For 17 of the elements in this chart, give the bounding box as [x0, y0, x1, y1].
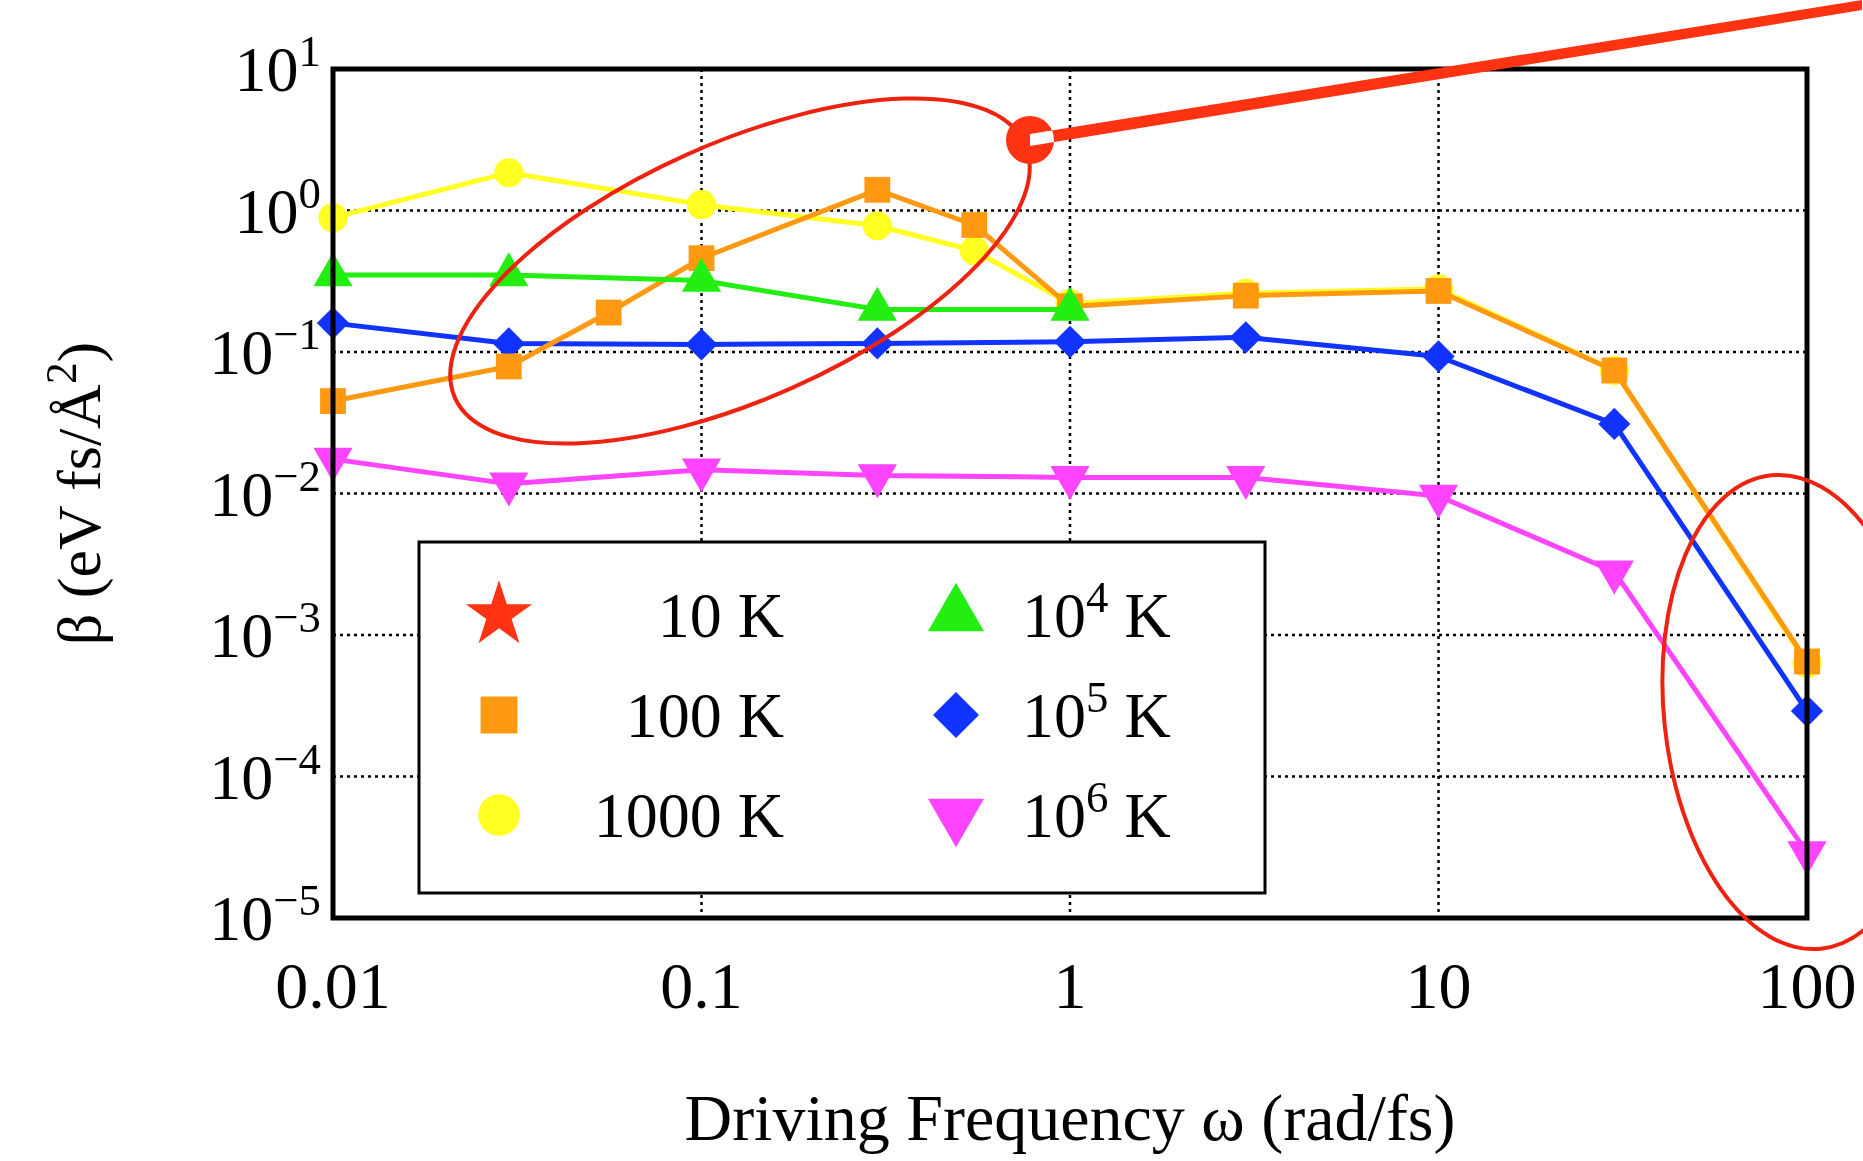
x-tick-label: 10: [1405, 949, 1472, 1022]
legend-label: 10$^{6}$ K: [1022, 772, 1171, 851]
y-tick-label: 10$^{−1}$: [209, 309, 321, 388]
y-tick-label: 10$^{−4}$: [209, 733, 321, 813]
x-tick-label: 100: [1757, 949, 1857, 1022]
legend-label: 10$^{5}$ K: [1022, 672, 1171, 751]
y-tick-label: 10$^{1}$: [234, 26, 321, 105]
x-tick-label: 0.1: [660, 949, 743, 1022]
x-axis-title: Driving Frequency ω (rad/fs): [684, 1081, 1456, 1155]
legend-label: 1000 K: [593, 780, 784, 851]
y-tick-label: 10$^{−2}$: [209, 450, 321, 530]
legend-label: 100 K: [625, 680, 784, 751]
y-tick-label: 10$^{0}$: [234, 167, 321, 247]
legend-label: 10 K: [657, 580, 784, 651]
legend-label: 10$^{4}$ K: [1022, 572, 1171, 651]
x-tick-label: 1: [1053, 949, 1087, 1022]
y-tick-label: 10$^{−3}$: [209, 592, 321, 671]
